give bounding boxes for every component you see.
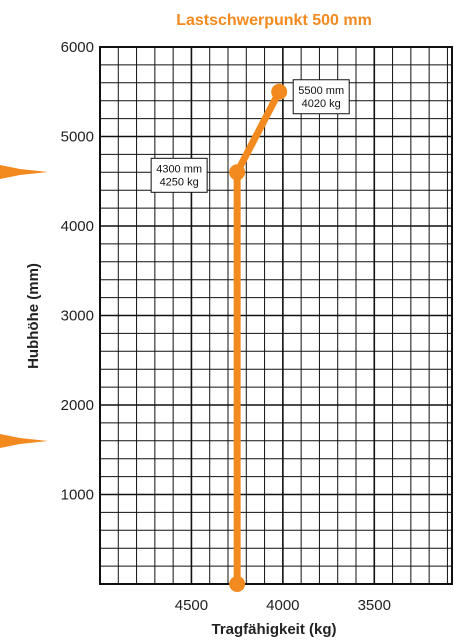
y-tick-label: 4000 [61, 218, 94, 235]
data-point [229, 164, 246, 181]
y-tick-label: 1000 [61, 487, 94, 504]
side-arrow-upper [0, 165, 48, 179]
x-axis-label: Tragfähigkeit (kg) [211, 621, 336, 638]
y-tick-label: 2000 [61, 397, 94, 414]
chart-title: Lastschwerpunkt 500 mm [176, 12, 372, 29]
y-tick-label: 5000 [61, 129, 94, 146]
data-point [271, 83, 288, 100]
series-group [229, 83, 288, 592]
y-axis-ticks: 1000 2000 3000 4000 5000 6000 [61, 39, 94, 504]
y-tick-label: 6000 [61, 39, 94, 56]
y-tick-label: 3000 [61, 308, 94, 325]
data-point [229, 576, 246, 592]
x-tick-label: 3500 [358, 597, 391, 614]
x-tick-label: 4500 [175, 597, 208, 614]
annotation-box [150, 157, 208, 193]
series-line [233, 88, 283, 588]
y-axis-label: Hubhöhe (mm) [25, 263, 42, 369]
annotation-box [292, 79, 350, 115]
grid [99, 46, 453, 585]
plot-frame [99, 46, 453, 585]
annotation-height: 4300 mm [156, 163, 202, 175]
annotation-capacity: 4020 kg [302, 98, 341, 110]
side-arrows [0, 165, 48, 448]
side-arrow-lower [0, 434, 48, 448]
x-axis-ticks: 4500 4000 3500 [175, 597, 391, 614]
annotation-height: 5500 mm [298, 85, 344, 97]
x-tick-label: 4000 [266, 597, 299, 614]
annotation-capacity: 4250 kg [160, 176, 199, 188]
